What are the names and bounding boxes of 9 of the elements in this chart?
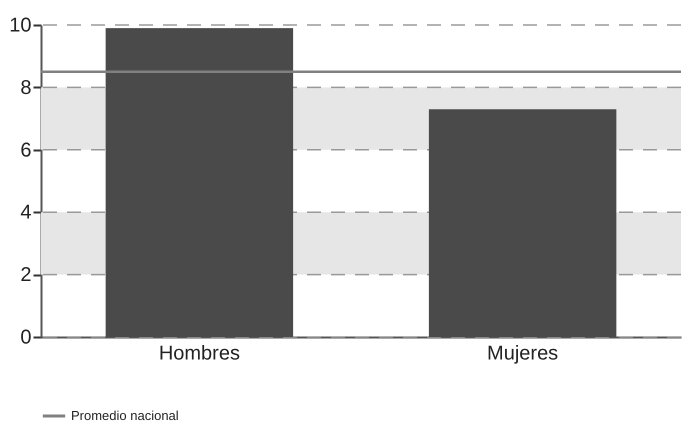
y-tick-label: 4 [20,202,32,224]
y-tick-label: 0 [20,326,32,348]
y-tick-label: 6 [20,139,32,162]
y-tick-label: 10 [9,14,32,36]
legend-label: Promedio nacional [71,408,179,423]
x-tick-label: Hombres [158,342,240,364]
x-tick-label: Mujeres [487,342,558,364]
y-tick-label: 8 [20,76,32,99]
y-tick-label: 2 [20,264,32,286]
